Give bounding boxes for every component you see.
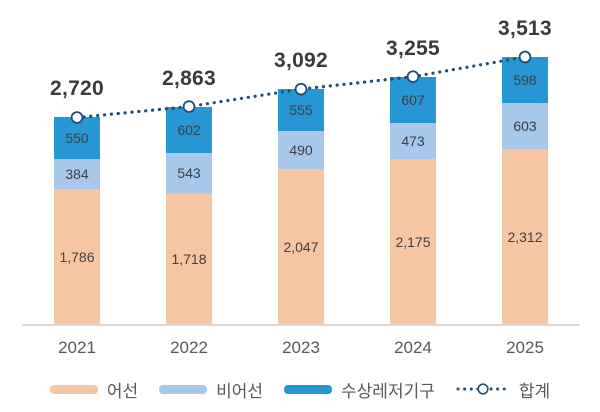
x-axis-tick-label: 2022 [170,338,208,357]
legend-label-non-fishing-vessel: 비어선 [216,381,264,401]
legend-label-total: 합계 [518,381,551,401]
bar-segment: 2,175 [390,159,436,325]
x-axis-tick-label: 2025 [506,338,544,357]
legend: 어선 비어선 수상레저기구 합계 [0,374,600,404]
x-axis-line [22,324,580,326]
total-value-label: 2,720 [49,77,105,101]
bar-segment: 543 [166,152,212,194]
segment-value-label: 2,047 [283,238,319,255]
bar-segment: 550 [54,117,100,160]
total-line-swatch [456,383,510,395]
legend-item-total: 합계 [456,377,550,402]
x-axis-tick-label: 2024 [394,338,432,357]
water-leisure-swatch [284,384,333,394]
segment-value-label: 543 [177,165,201,182]
segment-value-label: 603 [513,117,537,134]
total-value-label: 3,255 [385,36,441,60]
legend-item-water-leisure: 수상레저기구 [284,377,435,402]
segment-value-label: 473 [401,133,425,150]
bar-segment: 1,718 [166,193,212,325]
bar-segment: 2,312 [502,148,548,325]
segment-value-label: 602 [177,121,201,138]
segment-value-label: 384 [65,166,89,183]
segment-value-label: 2,175 [395,234,431,251]
bar-segment: 2,047 [278,168,324,325]
segment-value-label: 1,786 [59,248,95,265]
legend-item-non-fishing-vessel: 비어선 [159,377,263,402]
total-value-label: 3,092 [273,49,329,73]
bar-segment: 1,786 [54,188,100,325]
fishing-vessel-swatch [49,384,98,394]
bar-segment: 384 [54,159,100,189]
x-axis-tick-label: 2021 [58,338,96,357]
total-value-label: 3,513 [497,17,553,40]
legend-item-fishing-vessel: 어선 [49,377,139,402]
legend-label-fishing-vessel: 어선 [106,381,139,401]
legend-label-water-leisure: 수상레저기구 [341,381,435,401]
segment-value-label: 1,718 [171,251,207,268]
non-fishing-vessel-swatch [159,384,208,394]
x-axis-tick-label: 2023 [282,338,320,357]
segment-value-label: 490 [289,142,313,159]
segment-value-label: 550 [65,130,89,147]
total-value-label: 2,863 [161,66,217,90]
bar-segment: 490 [278,131,324,169]
segment-value-label: 2,312 [507,228,543,245]
bar-segment: 473 [390,122,436,160]
